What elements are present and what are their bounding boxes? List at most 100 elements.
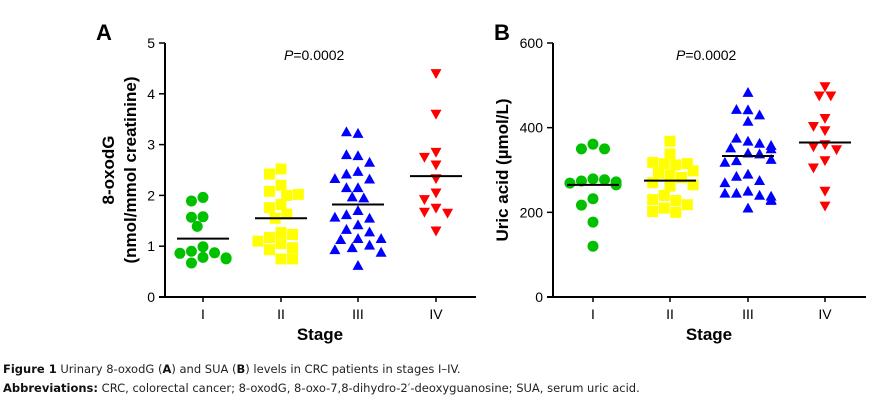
data-point-triangle-down [430, 226, 442, 237]
data-point-triangle-up [364, 239, 376, 250]
p-symbol: P [284, 47, 294, 63]
data-point-square [670, 194, 682, 206]
data-point-triangle-up [730, 155, 742, 166]
panel-b-p-value: P=0.0002 [676, 47, 737, 63]
data-point-triangle-up [335, 234, 347, 244]
data-point-triangle-up [742, 87, 754, 97]
y-tick-label: 0 [535, 289, 543, 305]
data-point-square [263, 185, 275, 197]
data-point-triangle-up [754, 175, 766, 185]
data-point-triangle-up [329, 211, 341, 222]
x-tick-label: III [742, 306, 754, 322]
panel-a-ylabel-line1: 8-oxodG [99, 136, 118, 205]
data-point-triangle-down [430, 188, 442, 199]
panel-a-marks [174, 69, 462, 270]
data-point-triangle-up [352, 182, 364, 193]
figure-label: Figure 1 [3, 362, 57, 376]
caption-line-2: Abbreviations: CRC, colorectal cancer; 8… [3, 379, 863, 398]
abbreviations-text: CRC, colorectal cancer; 8-oxodG, 8-oxo-7… [98, 381, 640, 395]
data-point-square [664, 169, 676, 181]
data-point-triangle-down [831, 145, 843, 156]
data-point-square [263, 232, 275, 244]
data-point-triangle-up [364, 173, 376, 184]
data-point-triangle-up [730, 187, 742, 198]
panel-b-ylabel: Uric acid (µmol/L) [493, 99, 512, 242]
x-tick-label: IV [818, 306, 832, 322]
data-point-triangle-up [340, 126, 352, 137]
y-tick-label: 3 [147, 137, 155, 153]
data-point-triangle-up [754, 189, 766, 200]
data-point-square [263, 168, 275, 180]
data-point-circle [587, 138, 599, 150]
data-point-triangle-down [430, 109, 442, 120]
data-point-square [252, 235, 264, 247]
caption-text: Urinary 8-oxodG ( [56, 362, 163, 376]
data-point-circle [185, 257, 197, 269]
data-point-triangle-up [352, 233, 364, 243]
x-tick-label: IV [429, 306, 443, 322]
data-point-circle [185, 195, 197, 207]
data-point-circle [575, 143, 587, 155]
data-point-triangle-up [730, 132, 742, 143]
data-point-triangle-up [742, 202, 754, 213]
y-tick-label: 1 [147, 238, 155, 254]
panel-b-marks [564, 82, 851, 252]
panel-b: B P=0.0002 Uric acid (µmol/L) Stage 0 200… [493, 20, 866, 344]
data-point-square [263, 244, 275, 256]
data-point-triangle-up [730, 170, 742, 181]
y-tick-label: 0 [147, 289, 155, 305]
data-point-circle [191, 220, 203, 232]
panel-a-label: A [96, 20, 112, 45]
data-point-square [687, 165, 699, 177]
data-point-square [652, 167, 664, 179]
data-point-square [275, 199, 287, 211]
data-point-square [670, 206, 682, 218]
panel-a-p-value: P=0.0002 [284, 47, 345, 63]
data-point-triangle-up [364, 212, 376, 223]
caption-text: ) and SUA ( [171, 362, 237, 376]
data-point-circle [174, 247, 186, 259]
data-point-triangle-down [825, 91, 837, 102]
y-tick-label: 400 [520, 120, 544, 136]
data-point-square [287, 253, 299, 265]
data-point-triangle-up [719, 177, 731, 188]
data-point-triangle-down [819, 156, 831, 167]
data-point-circle [599, 143, 611, 155]
data-point-triangle-up [742, 135, 754, 146]
x-tick-label: II [666, 306, 674, 322]
data-point-triangle-up [358, 192, 370, 203]
data-point-triangle-down [819, 113, 831, 124]
data-point-triangle-down [442, 208, 454, 219]
data-point-triangle-up [352, 166, 364, 176]
data-point-square [647, 177, 659, 189]
data-point-triangle-up [340, 209, 352, 220]
y-tick-label: 200 [520, 204, 544, 220]
data-point-triangle-up [765, 153, 777, 164]
data-point-triangle-down [430, 160, 442, 171]
data-point-square [647, 194, 659, 206]
data-point-square [275, 253, 287, 265]
data-point-triangle-down [418, 152, 430, 163]
data-point-triangle-up [329, 244, 341, 255]
caption-bold-a: A [162, 362, 172, 376]
data-point-circle [209, 247, 221, 259]
data-point-triangle-up [340, 149, 352, 160]
y-tick-label: 4 [147, 86, 155, 102]
p-symbol: P [676, 47, 686, 63]
data-point-triangle-up [754, 109, 766, 120]
data-point-circle [599, 174, 611, 186]
data-point-circle [185, 245, 197, 257]
data-point-triangle-up [346, 191, 358, 202]
data-point-triangle-up [340, 223, 352, 234]
data-point-square [670, 159, 682, 171]
data-point-square [275, 179, 287, 191]
data-point-triangle-down [813, 91, 825, 102]
data-point-square [275, 238, 287, 250]
data-point-triangle-up [352, 205, 364, 216]
p-value-text: =0.0002 [293, 47, 344, 63]
data-point-circle [575, 199, 587, 211]
y-tick-label: 600 [520, 35, 544, 51]
data-point-square [681, 199, 693, 211]
panel-b-ylabel-line1: Uric acid (µmol/L) [493, 99, 512, 242]
